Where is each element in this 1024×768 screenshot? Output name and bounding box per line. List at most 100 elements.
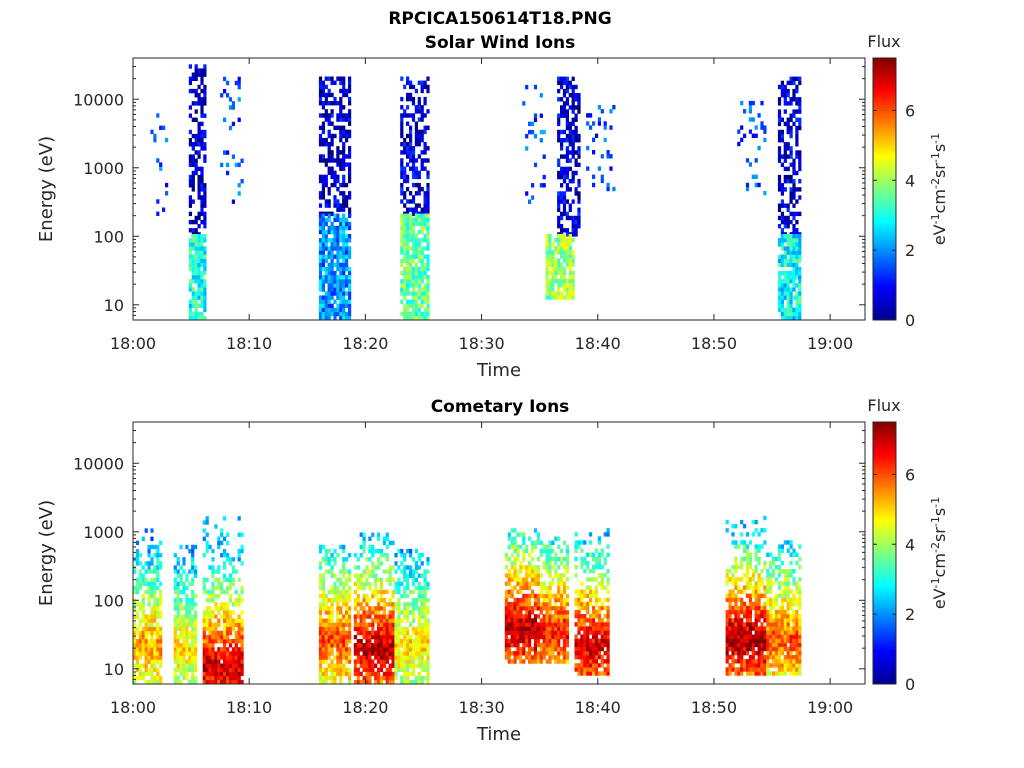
heatmap-cell (234, 630, 238, 636)
heatmap-cell (403, 577, 407, 582)
heatmap-cell (731, 646, 735, 652)
heatmap-cell (786, 622, 790, 627)
heatmap-cell (197, 84, 201, 90)
heatmap-cell (197, 101, 201, 106)
heatmap-cell (423, 581, 427, 587)
heatmap-cell (153, 569, 157, 574)
heatmap-cell (411, 573, 416, 578)
heatmap-cell (760, 655, 764, 660)
heatmap-cell (173, 618, 177, 623)
heatmap-cell (153, 577, 157, 582)
heatmap-cell (757, 573, 761, 578)
heatmap-cell (147, 548, 151, 554)
heatmap-cell (339, 203, 343, 208)
heatmap-cell (362, 544, 366, 550)
heatmap-cell (426, 299, 430, 304)
heatmap-cell (342, 639, 346, 644)
heatmap-cell (577, 626, 581, 631)
heatmap-cell (403, 238, 407, 243)
heatmap-cell (336, 229, 340, 235)
heatmap-cell (757, 614, 761, 619)
heatmap-cell (411, 659, 416, 664)
heatmap-cell (426, 647, 430, 652)
heatmap-cell (560, 589, 564, 595)
heatmap-cell (333, 101, 337, 106)
heatmap-cell (528, 552, 532, 558)
heatmap-cell (237, 191, 241, 196)
heatmap-cell (327, 606, 331, 611)
heatmap-cell (423, 647, 427, 652)
heatmap-cell (597, 650, 601, 656)
heatmap-cell (745, 642, 750, 648)
heatmap-cell (147, 565, 151, 570)
heatmap-cell (374, 577, 378, 582)
heatmap-cell (400, 225, 404, 231)
heatmap-cell (743, 548, 747, 553)
heatmap-cell (417, 315, 421, 320)
heatmap-cell (417, 217, 421, 223)
heatmap-cell (133, 614, 137, 619)
heatmap-cell (519, 544, 523, 550)
heatmap-cell (557, 287, 561, 292)
heatmap-cell (751, 646, 755, 652)
heatmap-cell (188, 238, 192, 243)
heatmap-cell (560, 113, 564, 118)
heatmap-cell (173, 655, 177, 660)
heatmap-cell (208, 606, 212, 611)
heatmap-cell (589, 663, 593, 668)
heatmap-cell (557, 593, 561, 599)
heatmap-cell (374, 593, 378, 599)
heatmap-cell (557, 80, 561, 86)
heatmap-cell (368, 606, 372, 611)
heatmap-cell (403, 634, 407, 640)
heatmap-cell (321, 234, 325, 239)
heatmap-cell (426, 315, 430, 320)
heatmap-cell (156, 557, 160, 562)
heatmap-cell (318, 299, 323, 304)
heatmap-cell (542, 618, 546, 623)
heatmap-cell (780, 262, 784, 268)
heatmap-cell (223, 643, 227, 648)
heatmap-cell (205, 663, 209, 668)
heatmap-cell (138, 630, 142, 636)
heatmap-cell (339, 250, 343, 255)
heatmap-cell (348, 221, 352, 227)
heatmap-cell (420, 553, 424, 558)
heatmap-cell (751, 577, 755, 582)
heatmap-cell (318, 283, 323, 288)
heatmap-cell (159, 655, 163, 660)
heatmap-cell (528, 602, 532, 607)
heatmap-cell (176, 561, 180, 566)
heatmap-cell (179, 634, 183, 640)
heatmap-cell (138, 634, 142, 640)
heatmap-cell (586, 626, 590, 631)
heatmap-cell (763, 593, 767, 598)
heatmap-cell (417, 307, 421, 313)
heatmap-cell (382, 553, 386, 558)
heatmap-cell (345, 630, 349, 636)
heatmap-cell (324, 659, 328, 664)
heatmap-cell (580, 646, 584, 652)
heatmap-cell (516, 651, 520, 656)
heatmap-cell (754, 133, 758, 138)
heatmap-cell (368, 675, 372, 681)
heatmap-cell (200, 270, 204, 276)
heatmap-cell (176, 610, 180, 615)
heatmap-cell (589, 626, 593, 631)
heatmap-cell (173, 581, 177, 587)
heatmap-cell (406, 174, 410, 180)
heatmap-cell (333, 598, 337, 603)
heatmap-cell (769, 663, 773, 668)
heatmap-cell (333, 589, 337, 595)
heatmap-cell (179, 671, 183, 677)
heatmap-cell (197, 133, 201, 139)
heatmap-cell (191, 311, 195, 317)
heatmap-cell (377, 679, 381, 684)
heatmap-cell (565, 630, 569, 635)
heatmap-cell (423, 602, 427, 607)
heatmap-cell (348, 101, 352, 106)
heatmap-cell (417, 213, 421, 218)
heatmap-cell (562, 179, 567, 184)
heatmap-cell (423, 266, 427, 272)
heatmap-cell (411, 84, 416, 90)
